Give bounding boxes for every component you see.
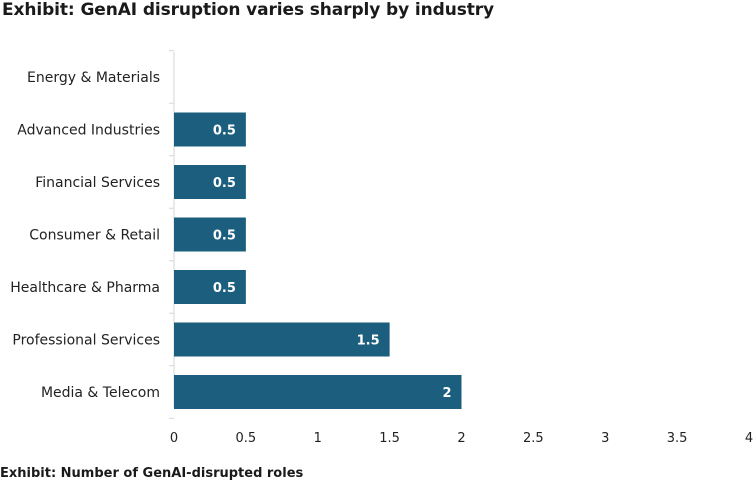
bar xyxy=(174,217,246,252)
bar xyxy=(174,165,246,199)
x-tick-label: 1.5 xyxy=(379,431,400,446)
data-label: 2 xyxy=(442,386,451,401)
category-label: Media & Telecom xyxy=(41,385,160,401)
x-tick-label: 3.5 xyxy=(667,431,688,446)
data-label: 0.5 xyxy=(213,281,236,296)
x-tick-label: 0.5 xyxy=(236,431,257,446)
chart-title: Exhibit: GenAI disruption varies sharply… xyxy=(2,0,495,20)
data-label: 0.5 xyxy=(213,176,236,191)
x-tick-label: 3 xyxy=(601,431,609,446)
data-label: 1.5 xyxy=(357,334,380,349)
category-label: Energy & Materials xyxy=(27,70,160,86)
x-tick-label: 2 xyxy=(457,431,465,446)
category-label: Healthcare & Pharma xyxy=(10,280,160,296)
x-tick-label: 4 xyxy=(745,431,753,446)
category-label: Professional Services xyxy=(12,333,160,349)
category-label: Financial Services xyxy=(35,175,160,191)
data-label: 0.5 xyxy=(213,229,236,244)
bar xyxy=(174,375,462,409)
bar xyxy=(174,322,390,357)
x-tick-label: 0 xyxy=(170,431,178,446)
x-tick-label: 1 xyxy=(314,431,322,446)
bar xyxy=(174,112,246,147)
category-label: Advanced Industries xyxy=(17,123,160,139)
x-tick-label: 2.5 xyxy=(523,431,544,446)
data-label: 0.5 xyxy=(213,124,236,139)
category-label: Consumer & Retail xyxy=(29,228,160,244)
bar xyxy=(174,270,246,304)
footnote: Exhibit: Number of GenAI-disrupted roles xyxy=(0,466,304,481)
